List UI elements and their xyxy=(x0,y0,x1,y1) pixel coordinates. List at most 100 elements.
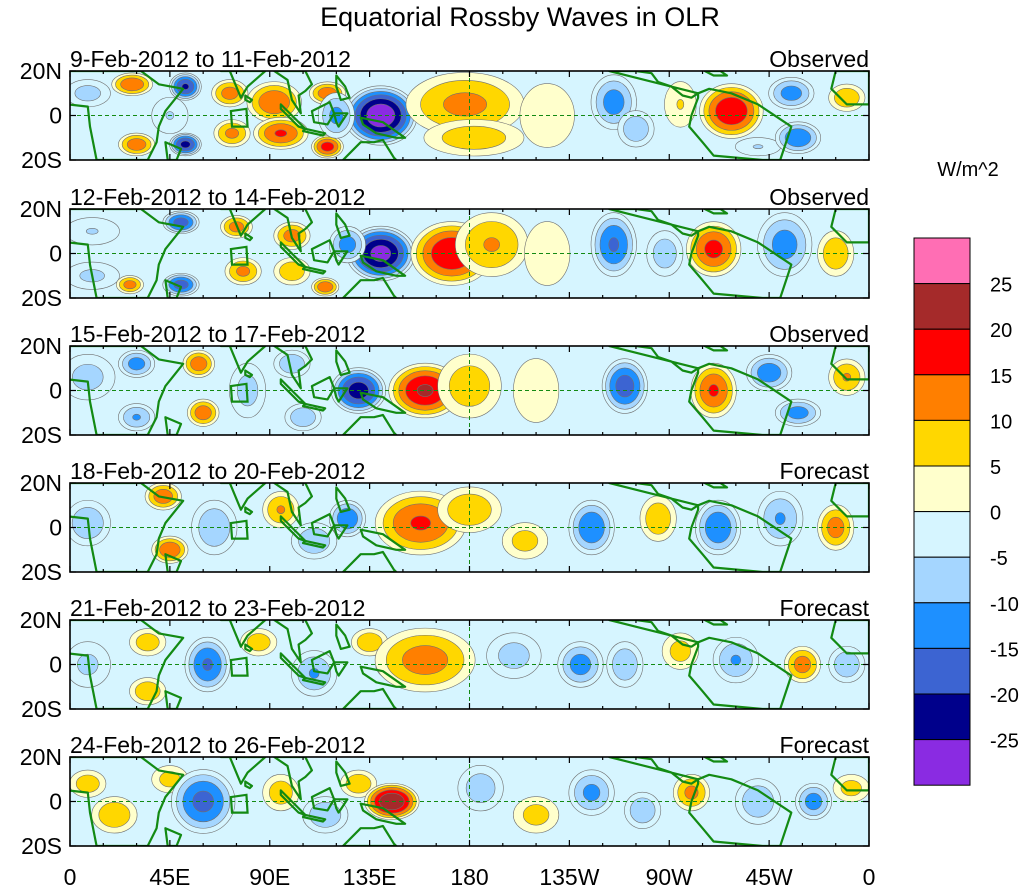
anomaly-4-13 xyxy=(639,495,677,542)
coastline xyxy=(333,387,349,403)
coastlines xyxy=(70,346,869,435)
anomaly-5-6 xyxy=(291,650,338,697)
coastline xyxy=(359,116,407,139)
colorbar-tick-label: -20 xyxy=(990,685,1019,707)
anomaly-6-12 xyxy=(624,791,662,829)
coastline xyxy=(341,138,398,160)
anomaly-1-25 xyxy=(828,83,866,112)
panel-period: 18-Feb-2012 to 20-Feb-2012 xyxy=(70,458,365,484)
x-tick-label: 0 xyxy=(863,864,876,890)
colorbar-bin xyxy=(913,602,971,649)
contour-ring xyxy=(74,85,101,102)
y-tick-label: 20N xyxy=(20,196,62,222)
contour-ring xyxy=(180,140,191,149)
anomaly-3-5 xyxy=(186,398,220,427)
coastline xyxy=(164,416,183,435)
region-box xyxy=(229,382,249,403)
anomaly-6-16 xyxy=(832,774,869,803)
region-box xyxy=(229,107,249,128)
anomaly-5-11 xyxy=(557,641,604,688)
coastline xyxy=(830,71,869,106)
contour-ring xyxy=(402,645,449,675)
coastline xyxy=(279,515,307,542)
y-tick-label: 20N xyxy=(20,744,62,770)
panel-status: Forecast xyxy=(780,458,870,484)
colorbar-bin xyxy=(913,647,971,695)
coastlines xyxy=(70,71,869,160)
coastline xyxy=(301,813,327,823)
anomaly-2-18 xyxy=(686,221,742,277)
colorbar: W/m^2 25 20 15 10 5 0 -5 -10 -15 -20 -25 xyxy=(913,159,1019,786)
contour-ring xyxy=(356,632,383,652)
anomaly-6-7 xyxy=(340,769,378,798)
contour-ring xyxy=(787,406,809,420)
coastline xyxy=(301,402,327,412)
panel-status: Forecast xyxy=(780,732,870,758)
coastline xyxy=(279,652,307,679)
coastline xyxy=(703,757,729,763)
panel-1: 20N 0 20S 9-Feb-2012 to 11-Feb-2012 Observed xyxy=(20,46,870,173)
contour-ring xyxy=(132,413,141,421)
contour-ring xyxy=(757,362,782,383)
region-box xyxy=(229,245,249,266)
colorbar-bin xyxy=(913,739,971,786)
anomaly-2-3 xyxy=(115,275,144,295)
coastline xyxy=(341,550,398,572)
coastline xyxy=(341,824,398,846)
coastline xyxy=(703,620,729,626)
y-tick-label: 20S xyxy=(21,422,62,448)
contour-ring xyxy=(704,239,723,259)
coastline xyxy=(688,225,793,298)
region-box xyxy=(229,793,249,814)
colorbar-tick-label: -10 xyxy=(990,594,1019,616)
coastline xyxy=(70,346,185,435)
anomaly-1-1 xyxy=(70,79,111,108)
panel-status: Observed xyxy=(769,184,869,210)
anomaly-2-7 xyxy=(224,257,262,286)
colorbar-tick-label: 20 xyxy=(990,320,1012,342)
coastline xyxy=(830,483,869,518)
coastline xyxy=(703,346,729,352)
coastline xyxy=(830,346,869,381)
y-tick-label: 20N xyxy=(20,607,62,633)
coastline xyxy=(688,87,793,160)
coastline xyxy=(359,254,407,277)
contour-ring xyxy=(623,116,649,142)
coastline xyxy=(310,787,336,812)
contour-ring xyxy=(317,281,334,293)
contour-ring xyxy=(603,89,625,115)
colorbar-bin xyxy=(913,374,971,421)
y-tick-label: 0 xyxy=(49,515,62,541)
contour-ring xyxy=(569,653,592,676)
contour-ring xyxy=(608,237,620,252)
anomaly-5-9 xyxy=(374,627,476,693)
anomaly-2-10 xyxy=(311,277,340,297)
anomaly-4-6 xyxy=(291,522,338,560)
coastline xyxy=(335,486,351,513)
coastline xyxy=(688,636,793,709)
colorbar-bin xyxy=(913,283,971,330)
colorbar-tick-label: 10 xyxy=(990,411,1012,433)
coastline xyxy=(273,71,313,115)
coastline xyxy=(279,103,307,130)
coastline xyxy=(333,250,349,266)
anomaly-1-21 xyxy=(699,83,764,139)
coastline xyxy=(244,643,254,653)
coastline xyxy=(279,241,307,268)
coastline xyxy=(359,528,407,551)
coastlines xyxy=(70,757,869,846)
coastline xyxy=(273,757,313,801)
coastline xyxy=(310,376,336,401)
y-tick-label: 20S xyxy=(21,285,62,311)
x-axis: 0 45E 90E 135E 180 135W 90W 45W 0 xyxy=(64,864,876,890)
contour-ring xyxy=(465,773,496,803)
anomaly-3-2 xyxy=(118,349,156,378)
anomaly-3-14 xyxy=(690,362,737,419)
coastline xyxy=(688,773,793,846)
contour-ring xyxy=(834,88,860,108)
contour-ring xyxy=(752,144,764,149)
anomaly-1-12 xyxy=(311,134,344,159)
contour-ring xyxy=(410,515,431,531)
coastline xyxy=(688,362,793,435)
